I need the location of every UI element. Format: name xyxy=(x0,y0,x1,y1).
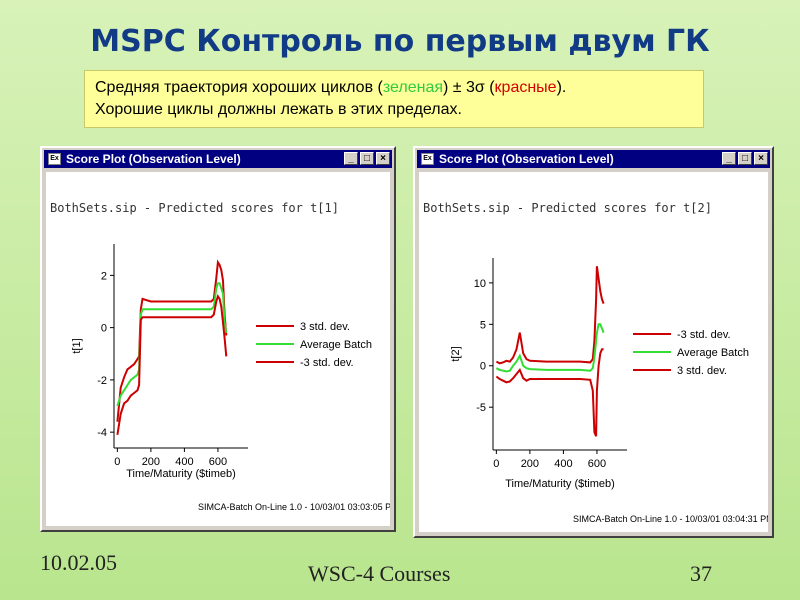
score-plot-window-1[interactable]: Ex Score Plot (Observation Level) _ □ × … xyxy=(40,146,396,532)
y-tick-label: -5 xyxy=(476,402,486,414)
series-line-1 xyxy=(495,266,605,365)
x-tick-label: 200 xyxy=(142,456,160,468)
legend-label-2: Average Batch xyxy=(300,339,372,351)
callout-red-word: красные xyxy=(494,79,557,96)
chart-title: BothSets.sip - Predicted scores for t[2] xyxy=(423,201,712,215)
maximize-button[interactable]: □ xyxy=(360,152,374,165)
chart-t1: BothSets.sip - Predicted scores for t[1]… xyxy=(50,201,390,512)
series-line-2 xyxy=(495,323,605,373)
minimize-button[interactable]: _ xyxy=(344,152,358,165)
legend-label-1: 3 std. dev. xyxy=(300,321,350,333)
footer-course: WSC-4 Courses xyxy=(308,561,451,586)
callout-line-1: Средняя траектория хороших циклов (зелен… xyxy=(95,77,693,99)
callout-box: Средняя траектория хороших циклов (зелен… xyxy=(84,70,704,128)
slide-title: MSPC Контроль по первым двум ГК xyxy=(90,24,710,59)
legend-label-3: 3 std. dev. xyxy=(677,365,727,377)
y-axis-label: t[2] xyxy=(450,346,462,361)
legend-label-1: -3 std. dev. xyxy=(677,329,731,341)
maximize-button[interactable]: □ xyxy=(738,152,752,165)
close-button[interactable]: × xyxy=(376,152,390,165)
x-tick-label: 400 xyxy=(175,456,193,468)
footer-date: 10.02.05 xyxy=(40,550,117,575)
chart-footer: SIMCA-Batch On-Line 1.0 - 10/03/01 03:03… xyxy=(198,502,390,512)
y-axis-label: t[1] xyxy=(71,338,83,353)
y-tick-label: 5 xyxy=(480,319,486,331)
x-tick-label: 600 xyxy=(209,456,227,468)
score-plot-window-2[interactable]: Ex Score Plot (Observation Level) _ □ × … xyxy=(413,146,774,538)
plot-area-2: BothSets.sip - Predicted scores for t[2]… xyxy=(419,172,768,532)
x-axis-label: Time/Maturity ($timeb) xyxy=(126,468,236,480)
app-icon: Ex xyxy=(421,153,434,165)
legend-label-2: Average Batch xyxy=(677,347,749,359)
callout-text-b: ) ± 3σ ( xyxy=(443,79,495,96)
x-tick-label: 200 xyxy=(521,458,539,470)
window-1-titlebar[interactable]: Ex Score Plot (Observation Level) _ □ × xyxy=(44,150,392,168)
x-tick-label: 400 xyxy=(554,458,572,470)
callout-text-a: Средняя траектория хороших циклов ( xyxy=(95,79,383,96)
window-1-title: Score Plot (Observation Level) xyxy=(66,152,241,166)
y-tick-label: 0 xyxy=(101,323,107,335)
app-icon: Ex xyxy=(48,153,61,165)
series-line-3 xyxy=(116,293,228,435)
x-tick-label: 600 xyxy=(588,458,606,470)
x-tick-label: 0 xyxy=(493,458,499,470)
legend-label-3: -3 std. dev. xyxy=(300,357,354,369)
plot-area-1: BothSets.sip - Predicted scores for t[1]… xyxy=(46,172,390,526)
series-line-1 xyxy=(116,259,228,422)
chart-title: BothSets.sip - Predicted scores for t[1] xyxy=(50,201,339,215)
series-line-2 xyxy=(116,282,228,407)
callout-line-2: Хорошие циклы должны лежать в этих преде… xyxy=(95,101,462,118)
callout-green-word: зеленая xyxy=(382,79,443,96)
y-tick-label: 0 xyxy=(480,361,486,373)
y-tick-label: 2 xyxy=(101,270,107,282)
chart-footer: SIMCA-Batch On-Line 1.0 - 10/03/01 03:04… xyxy=(573,514,768,524)
window-2-titlebar[interactable]: Ex Score Plot (Observation Level) _ □ × xyxy=(417,150,770,168)
y-tick-label: -4 xyxy=(97,427,107,439)
x-tick-label: 0 xyxy=(114,456,120,468)
y-tick-label: -2 xyxy=(97,375,107,387)
series-line-3 xyxy=(495,348,604,437)
window-2-title: Score Plot (Observation Level) xyxy=(439,152,614,166)
footer-page-number: 37 xyxy=(690,561,712,586)
callout-text-c: ). xyxy=(556,79,567,96)
x-axis-label: Time/Maturity ($timeb) xyxy=(505,478,615,490)
minimize-button[interactable]: _ xyxy=(722,152,736,165)
close-button[interactable]: × xyxy=(754,152,768,165)
chart-t2: BothSets.sip - Predicted scores for t[2]… xyxy=(423,201,768,524)
y-tick-label: 10 xyxy=(474,278,486,290)
